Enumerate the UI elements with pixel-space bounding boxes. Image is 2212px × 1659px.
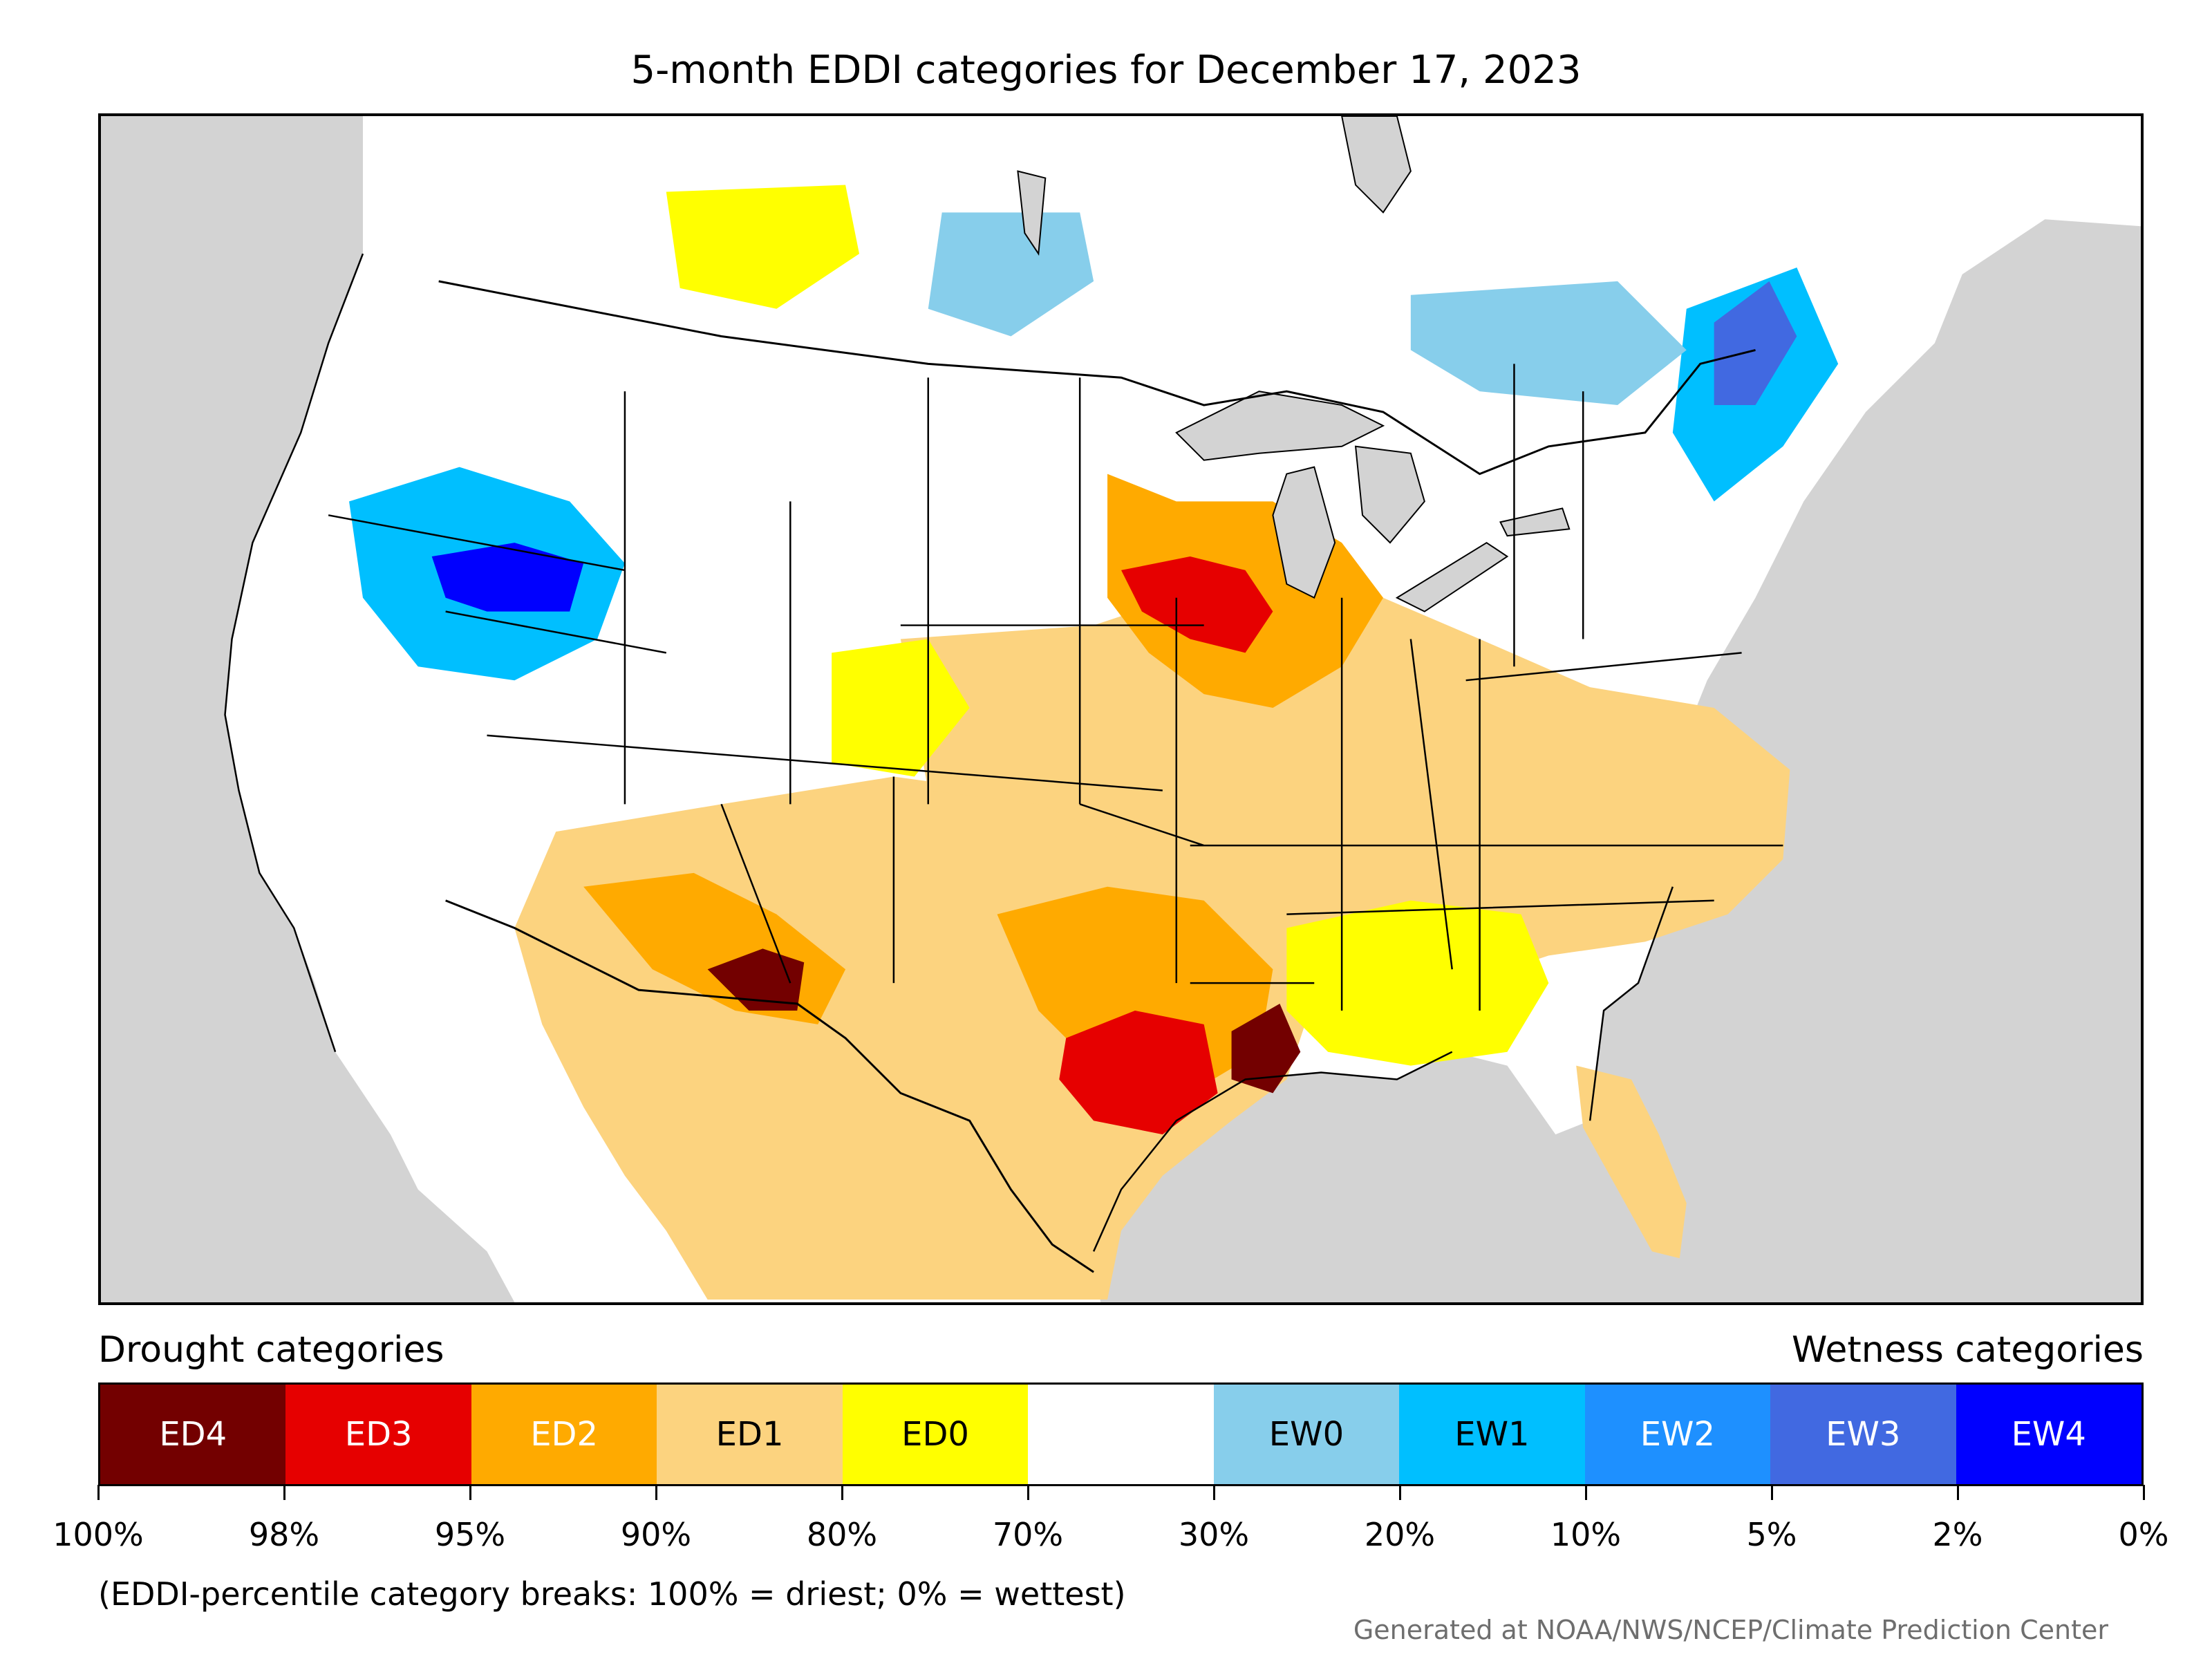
colorbar-tick — [841, 1485, 843, 1500]
legend-segment-ed1: ED1 — [657, 1385, 843, 1484]
legend-segment-ew1: EW1 — [1399, 1385, 1585, 1484]
colorbar-tick-label: 80% — [806, 1516, 878, 1553]
colorbar-tick-label: 2% — [1932, 1516, 1983, 1553]
lake-huron — [1354, 445, 1425, 544]
southwest-ed4-area — [707, 948, 805, 1011]
colorbar-tick-label: 10% — [1550, 1516, 1622, 1553]
colorbar-tick — [1027, 1485, 1029, 1500]
colorbar-tick — [97, 1485, 100, 1500]
colorbar-tick — [655, 1485, 657, 1500]
quebec-ew0-region — [1410, 281, 1687, 406]
legend-segment-ed3: ED3 — [285, 1385, 471, 1484]
central-ed1-region — [900, 570, 1790, 1011]
colorbar-tick — [1398, 1485, 1401, 1500]
wetness-categories-heading: Wetness categories — [1792, 1329, 2144, 1371]
legend-segment-ed4: ED4 — [100, 1385, 286, 1484]
credit-line: Generated at NOAA/NWS/NCEP/Climate Predi… — [1353, 1615, 2108, 1645]
colorbar-tick-label: 98% — [248, 1516, 320, 1553]
colorbar-tick-label: 0% — [2118, 1516, 2169, 1553]
category-breaks-note: (EDDI-percentile category breaks: 100% =… — [98, 1575, 1126, 1613]
legend-segment-neutral — [1028, 1385, 1214, 1484]
florida-peninsula — [1576, 1065, 1687, 1259]
hudson-bay-inlet — [1341, 116, 1412, 214]
colorbar-tick — [2142, 1485, 2145, 1500]
colorbar-tick-label: 90% — [620, 1516, 692, 1553]
plains-ed0-patch — [832, 639, 970, 777]
colorbar-tick-label: 20% — [1364, 1516, 1436, 1553]
legend-segment-ed0: ED0 — [842, 1385, 1029, 1484]
canada-ew0-region — [928, 212, 1094, 337]
lake-michigan — [1272, 466, 1336, 599]
colorbar-tick — [469, 1485, 471, 1500]
colorbar-tick-label: 100% — [53, 1516, 144, 1553]
legend-segment-ed2: ED2 — [471, 1385, 657, 1484]
northeast-ew3-area — [1714, 281, 1797, 406]
legend-segment-ew3: EW3 — [1770, 1385, 1956, 1484]
colorbar-tick — [283, 1485, 285, 1500]
colorbar-tick — [1956, 1485, 1959, 1500]
iowa-ed3-area — [1121, 556, 1273, 653]
map-canvas — [101, 116, 2141, 1302]
coastline — [224, 253, 1674, 1252]
colorbar-tick — [1584, 1485, 1587, 1500]
lake-ontario — [1499, 507, 1571, 537]
colorbar-tick — [1770, 1485, 1773, 1500]
great-basin-ew4-area — [431, 543, 584, 612]
lake-winnipeg — [1017, 170, 1047, 256]
map-title: 5-month EDDI categories for December 17,… — [630, 48, 1582, 93]
legend-segment-ew2: EW2 — [1584, 1385, 1771, 1484]
colorbar-ticks — [97, 1485, 2145, 1506]
texas-ed3-area — [1059, 1010, 1218, 1135]
eddi-map — [98, 113, 2144, 1305]
drought-categories-heading: Drought categories — [98, 1329, 444, 1371]
legend-segment-ew4: EW4 — [1956, 1385, 2141, 1484]
state-borders — [328, 364, 1783, 1011]
baja-peninsula — [411, 928, 584, 1259]
colorbar-tick-label: 5% — [1746, 1516, 1797, 1553]
canada-ed0-patch — [666, 185, 860, 309]
us-mexico-border — [445, 899, 1094, 1273]
legend-segment-ew0: EW0 — [1213, 1385, 1400, 1484]
colorbar-tick-label: 30% — [1178, 1516, 1250, 1553]
category-colorbar: ED4 ED3 ED2 ED1 ED0 EW0 EW1 EW2 EW3 EW4 — [98, 1382, 2144, 1486]
southeast-ed0-region — [1286, 900, 1549, 1066]
louisiana-ed4-area — [1231, 1004, 1301, 1094]
colorbar-tick — [1212, 1485, 1215, 1500]
colorbar-tick-label: 95% — [434, 1516, 506, 1553]
us-canada-border — [438, 280, 1756, 476]
colorbar-tick-label: 70% — [992, 1516, 1064, 1553]
lake-erie — [1395, 541, 1509, 612]
